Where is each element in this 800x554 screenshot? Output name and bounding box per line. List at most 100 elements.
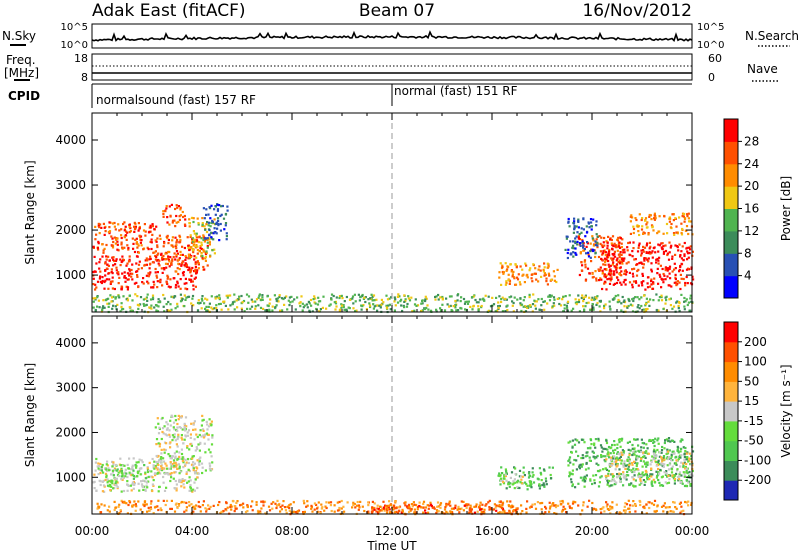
echo-cell — [178, 455, 181, 458]
echo-cell — [538, 265, 541, 268]
echo-cell — [628, 440, 631, 443]
echo-cell — [195, 504, 198, 507]
echo-cell — [280, 297, 284, 300]
echo-cell — [181, 500, 184, 504]
echo-cell — [569, 461, 572, 464]
echo-cell — [608, 479, 611, 483]
echo-cell — [609, 307, 612, 310]
echo-cell — [672, 232, 676, 235]
echo-cell — [529, 305, 532, 308]
echo-cell — [163, 268, 166, 271]
echo-cell — [640, 228, 644, 231]
echo-cell — [553, 304, 556, 307]
echo-cell — [120, 241, 123, 244]
echo-cell — [179, 293, 182, 296]
echo-cell — [197, 505, 200, 508]
echo-cell — [502, 272, 505, 275]
echo-cell — [185, 296, 188, 299]
echo-cell — [93, 255, 96, 258]
echo-cell — [174, 236, 177, 239]
echo-cell — [167, 258, 170, 261]
echo-cell — [634, 503, 637, 506]
echo-cell — [163, 258, 166, 261]
echo-cell — [501, 264, 504, 267]
echo-cell — [314, 297, 317, 300]
echo-cell — [174, 258, 177, 261]
echo-cell — [655, 470, 658, 473]
echo-cell — [406, 302, 409, 306]
echo-cell — [93, 487, 96, 490]
echo-cell — [181, 253, 184, 256]
echo-cell — [209, 505, 212, 508]
echo-cell — [649, 252, 652, 255]
echo-cell — [277, 300, 280, 303]
echo-cell — [329, 303, 332, 306]
echo-cell — [184, 434, 187, 437]
echo-cell — [582, 305, 585, 308]
cpid-segment-1: normalsound (fast) 157 RF — [96, 93, 256, 107]
echo-cell — [603, 257, 607, 260]
scatter-region — [92, 293, 694, 314]
echo-cell — [576, 301, 579, 304]
echo-cell — [125, 264, 128, 267]
echo-cell — [105, 255, 108, 258]
echo-cell — [650, 270, 653, 273]
echo-cell — [543, 484, 546, 487]
echo-cell — [575, 235, 578, 238]
echo-cell — [216, 203, 219, 206]
echo-cell — [218, 298, 221, 301]
echo-cell — [577, 219, 580, 222]
echo-cell — [683, 461, 686, 464]
echo-cell — [637, 246, 640, 249]
echo-cell — [154, 466, 158, 469]
echo-cell — [251, 509, 254, 512]
echo-cell — [269, 298, 272, 301]
echo-cell — [175, 255, 178, 258]
echo-cell — [164, 252, 167, 255]
echo-cell — [447, 503, 450, 506]
echo-cell — [601, 252, 604, 255]
echo-cell — [489, 305, 493, 308]
echo-cell — [101, 276, 104, 279]
echo-cell — [540, 508, 543, 511]
echo-cell — [139, 508, 142, 511]
echo-cell — [178, 457, 181, 460]
echo-cell — [683, 308, 686, 311]
echo-cell — [608, 463, 611, 466]
echo-cell — [443, 508, 447, 511]
echo-cell — [666, 452, 670, 455]
echo-cell — [202, 418, 205, 421]
echo-cell — [189, 433, 192, 436]
echo-cell — [149, 224, 152, 227]
echo-cell — [649, 473, 652, 476]
echo-cell — [514, 467, 517, 470]
echo-cell — [609, 484, 612, 487]
echo-cell — [553, 512, 556, 515]
echo-cell — [311, 310, 314, 313]
echo-cell — [316, 507, 319, 510]
echo-cell — [449, 504, 452, 507]
echo-cell — [667, 468, 671, 471]
echo-cell — [582, 242, 585, 245]
echo-cell — [225, 235, 228, 238]
echo-cell — [190, 444, 193, 447]
echo-cell — [606, 247, 609, 250]
echo-cell — [104, 269, 107, 272]
echo-cell — [242, 506, 245, 509]
echo-cell — [609, 452, 612, 455]
echo-cell — [610, 456, 613, 459]
echo-cell — [498, 500, 501, 503]
echo-cell — [657, 243, 660, 246]
echo-cell — [103, 504, 106, 507]
echo-cell — [212, 504, 215, 507]
echo-cell — [534, 507, 538, 510]
echo-cell — [648, 501, 651, 504]
echo-cell — [571, 502, 575, 505]
echo-cell — [606, 452, 609, 455]
echo-cell — [171, 221, 174, 224]
echo-cell — [229, 505, 232, 509]
echo-cell — [402, 304, 405, 307]
echo-cell — [207, 438, 210, 441]
echo-cell — [573, 228, 576, 231]
echo-cell — [592, 244, 595, 247]
